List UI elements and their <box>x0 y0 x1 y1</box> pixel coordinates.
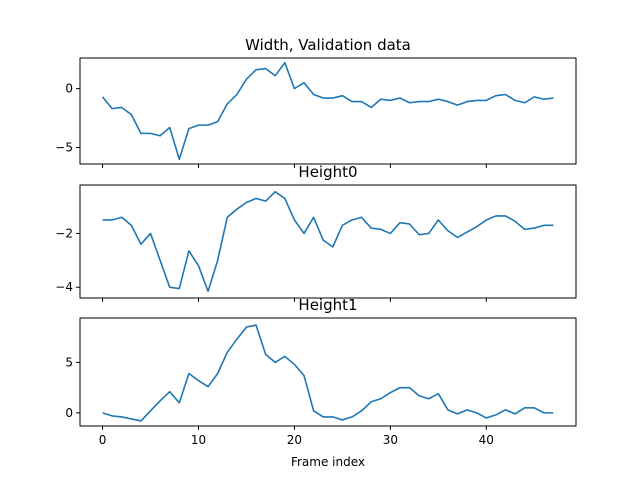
subplot-3: 0 5 0 10 20 30 40 Height1 Frame index <box>65 296 577 469</box>
series-line <box>102 190 554 293</box>
x-tick-label: 10 <box>191 433 206 447</box>
y-tick-label: −2 <box>55 226 73 240</box>
y-tick-label: −4 <box>55 280 73 294</box>
chart-title: Height1 <box>298 296 357 314</box>
chart-title: Height0 <box>298 163 357 181</box>
axes-frame <box>79 317 577 427</box>
x-axis-label: Frame index <box>291 455 365 469</box>
x-tick-label: 0 <box>99 433 107 447</box>
x-tick-label: 30 <box>383 433 398 447</box>
x-tick-label: 40 <box>479 433 494 447</box>
chart-title: Width, Validation data <box>245 36 411 54</box>
subplot-1: 0 −5 Width, Validation data <box>55 36 577 168</box>
y-tick-label: −5 <box>55 141 73 155</box>
x-tick-label: 20 <box>287 433 302 447</box>
y-tick-label: 0 <box>65 406 73 420</box>
y-tick-label: 5 <box>65 355 73 369</box>
series-line <box>102 324 554 422</box>
subplot-2: −2 −4 Height0 <box>55 163 577 302</box>
y-tick-label: 0 <box>65 82 73 96</box>
series-line <box>101 61 554 161</box>
subplots: 0 −5 Width, Validation data −2 −4 Height0 0 5 0 1… <box>55 36 577 469</box>
axes-frame <box>79 57 577 165</box>
axes-frame <box>79 184 577 299</box>
